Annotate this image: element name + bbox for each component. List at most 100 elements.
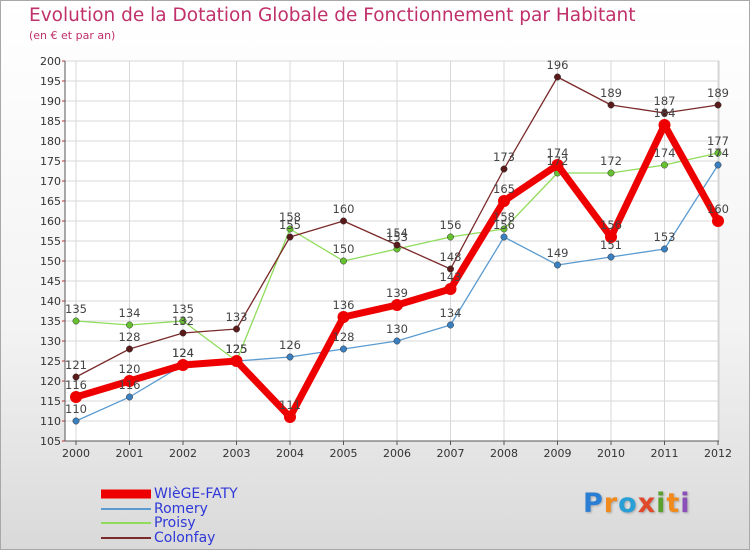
data-label: 156 [600, 218, 622, 232]
data-point [714, 149, 722, 157]
series-layer [70, 73, 724, 425]
data-point [286, 233, 294, 241]
y-tick-label: 195 [40, 75, 61, 88]
y-tick-label: 190 [40, 95, 61, 108]
data-point [177, 359, 189, 371]
data-label: 165 [493, 182, 515, 196]
data-point [714, 101, 722, 109]
data-label: 189 [600, 86, 622, 100]
data-label: 132 [172, 314, 194, 328]
x-tick-label: 2007 [437, 447, 465, 460]
x-tick-label: 2012 [704, 447, 732, 460]
legend-swatch [101, 536, 151, 539]
data-label: 125 [226, 342, 248, 356]
data-label: 189 [707, 86, 729, 100]
data-point [179, 317, 187, 325]
data-label: 172 [600, 154, 622, 168]
data-label: 125 [226, 342, 248, 356]
y-tick-label: 140 [40, 295, 61, 308]
data-point [500, 225, 508, 233]
data-label: 177 [707, 134, 729, 148]
data-label: 154 [386, 226, 408, 240]
data-point [498, 195, 510, 207]
data-point [230, 355, 243, 367]
y-tick-label: 120 [40, 375, 61, 388]
axis-layer: 105 110 115 120 125 130 135 140 145 150 155 160 165 1… [40, 55, 732, 460]
x-tick-label: 2009 [544, 447, 572, 460]
y-tick-label: 150 [40, 255, 61, 268]
data-label: 174 [654, 146, 676, 160]
y-tick-label: 180 [40, 135, 61, 148]
x-tick-label: 2011 [651, 447, 679, 460]
data-point [500, 233, 508, 241]
y-tick-label: 105 [40, 435, 61, 448]
data-label: 130 [386, 322, 408, 336]
data-label: 116 [65, 378, 87, 392]
y-tick-label: 125 [40, 355, 61, 368]
y-tick-label: 145 [40, 275, 61, 288]
grid-layer [64, 60, 720, 442]
data-label: 133 [226, 310, 248, 324]
data-point [340, 217, 347, 225]
data-label: 135 [65, 302, 87, 316]
data-point [123, 375, 136, 387]
data-label: 135 [172, 302, 194, 316]
data-point [340, 257, 347, 265]
data-point [72, 373, 80, 381]
chart-title: Evolution de la Dotation Globale de Fonc… [29, 5, 636, 26]
y-tick-label: 110 [40, 415, 61, 428]
y-tick-label: 185 [40, 115, 61, 128]
data-point [393, 337, 401, 345]
data-label: 174 [547, 146, 569, 160]
legend-swatch [101, 507, 151, 510]
data-label: 196 [547, 58, 569, 72]
data-label: 134 [440, 306, 462, 320]
data-label: 110 [65, 402, 87, 416]
data-point [70, 391, 82, 403]
data-point [126, 345, 133, 353]
data-label: 121 [65, 358, 87, 372]
x-tick-label: 2004 [276, 447, 304, 460]
data-point [284, 411, 296, 423]
data-label: 136 [333, 298, 355, 312]
data-point [605, 231, 617, 243]
y-tick-label: 115 [40, 395, 61, 408]
data-label: 128 [119, 330, 141, 344]
data-point [340, 345, 347, 353]
data-label: 174 [707, 146, 729, 160]
x-tick-label: 2000 [62, 447, 90, 460]
data-label: 120 [119, 362, 141, 376]
data-point [661, 109, 668, 117]
data-point [286, 225, 294, 233]
data-label: 143 [440, 270, 462, 284]
data-label: 153 [654, 230, 676, 244]
data-point [447, 233, 454, 241]
data-point [393, 241, 401, 249]
data-label: 153 [386, 230, 408, 244]
data-label: 160 [333, 202, 355, 216]
y-tick-label: 135 [40, 315, 61, 328]
legend-label: Proisy [154, 515, 196, 531]
x-tick-label: 2010 [597, 447, 625, 460]
legend-label: WIèGE-FATY [154, 486, 238, 502]
data-label: 149 [547, 246, 569, 260]
y-tick-label: 175 [40, 155, 61, 168]
data-label: 184 [654, 106, 676, 120]
data-label: 150 [333, 242, 355, 256]
data-point [607, 253, 615, 261]
legend-swatch [101, 522, 151, 525]
data-label: 160 [707, 202, 729, 216]
data-label: 134 [119, 306, 141, 320]
data-point [444, 283, 457, 295]
data-label: 111 [279, 398, 301, 412]
data-point [712, 215, 724, 227]
data-point [500, 165, 508, 173]
data-label-layer: 116 120 124 125 111 136 139 143 165 174 156 184 160 1… [65, 58, 729, 416]
data-label: 172 [547, 154, 569, 168]
y-tick-label: 155 [40, 235, 61, 248]
plot-area [64, 60, 720, 442]
chart-subtitle: (en € et par an) [29, 29, 116, 42]
data-label: 151 [600, 238, 622, 252]
data-point [233, 325, 240, 333]
